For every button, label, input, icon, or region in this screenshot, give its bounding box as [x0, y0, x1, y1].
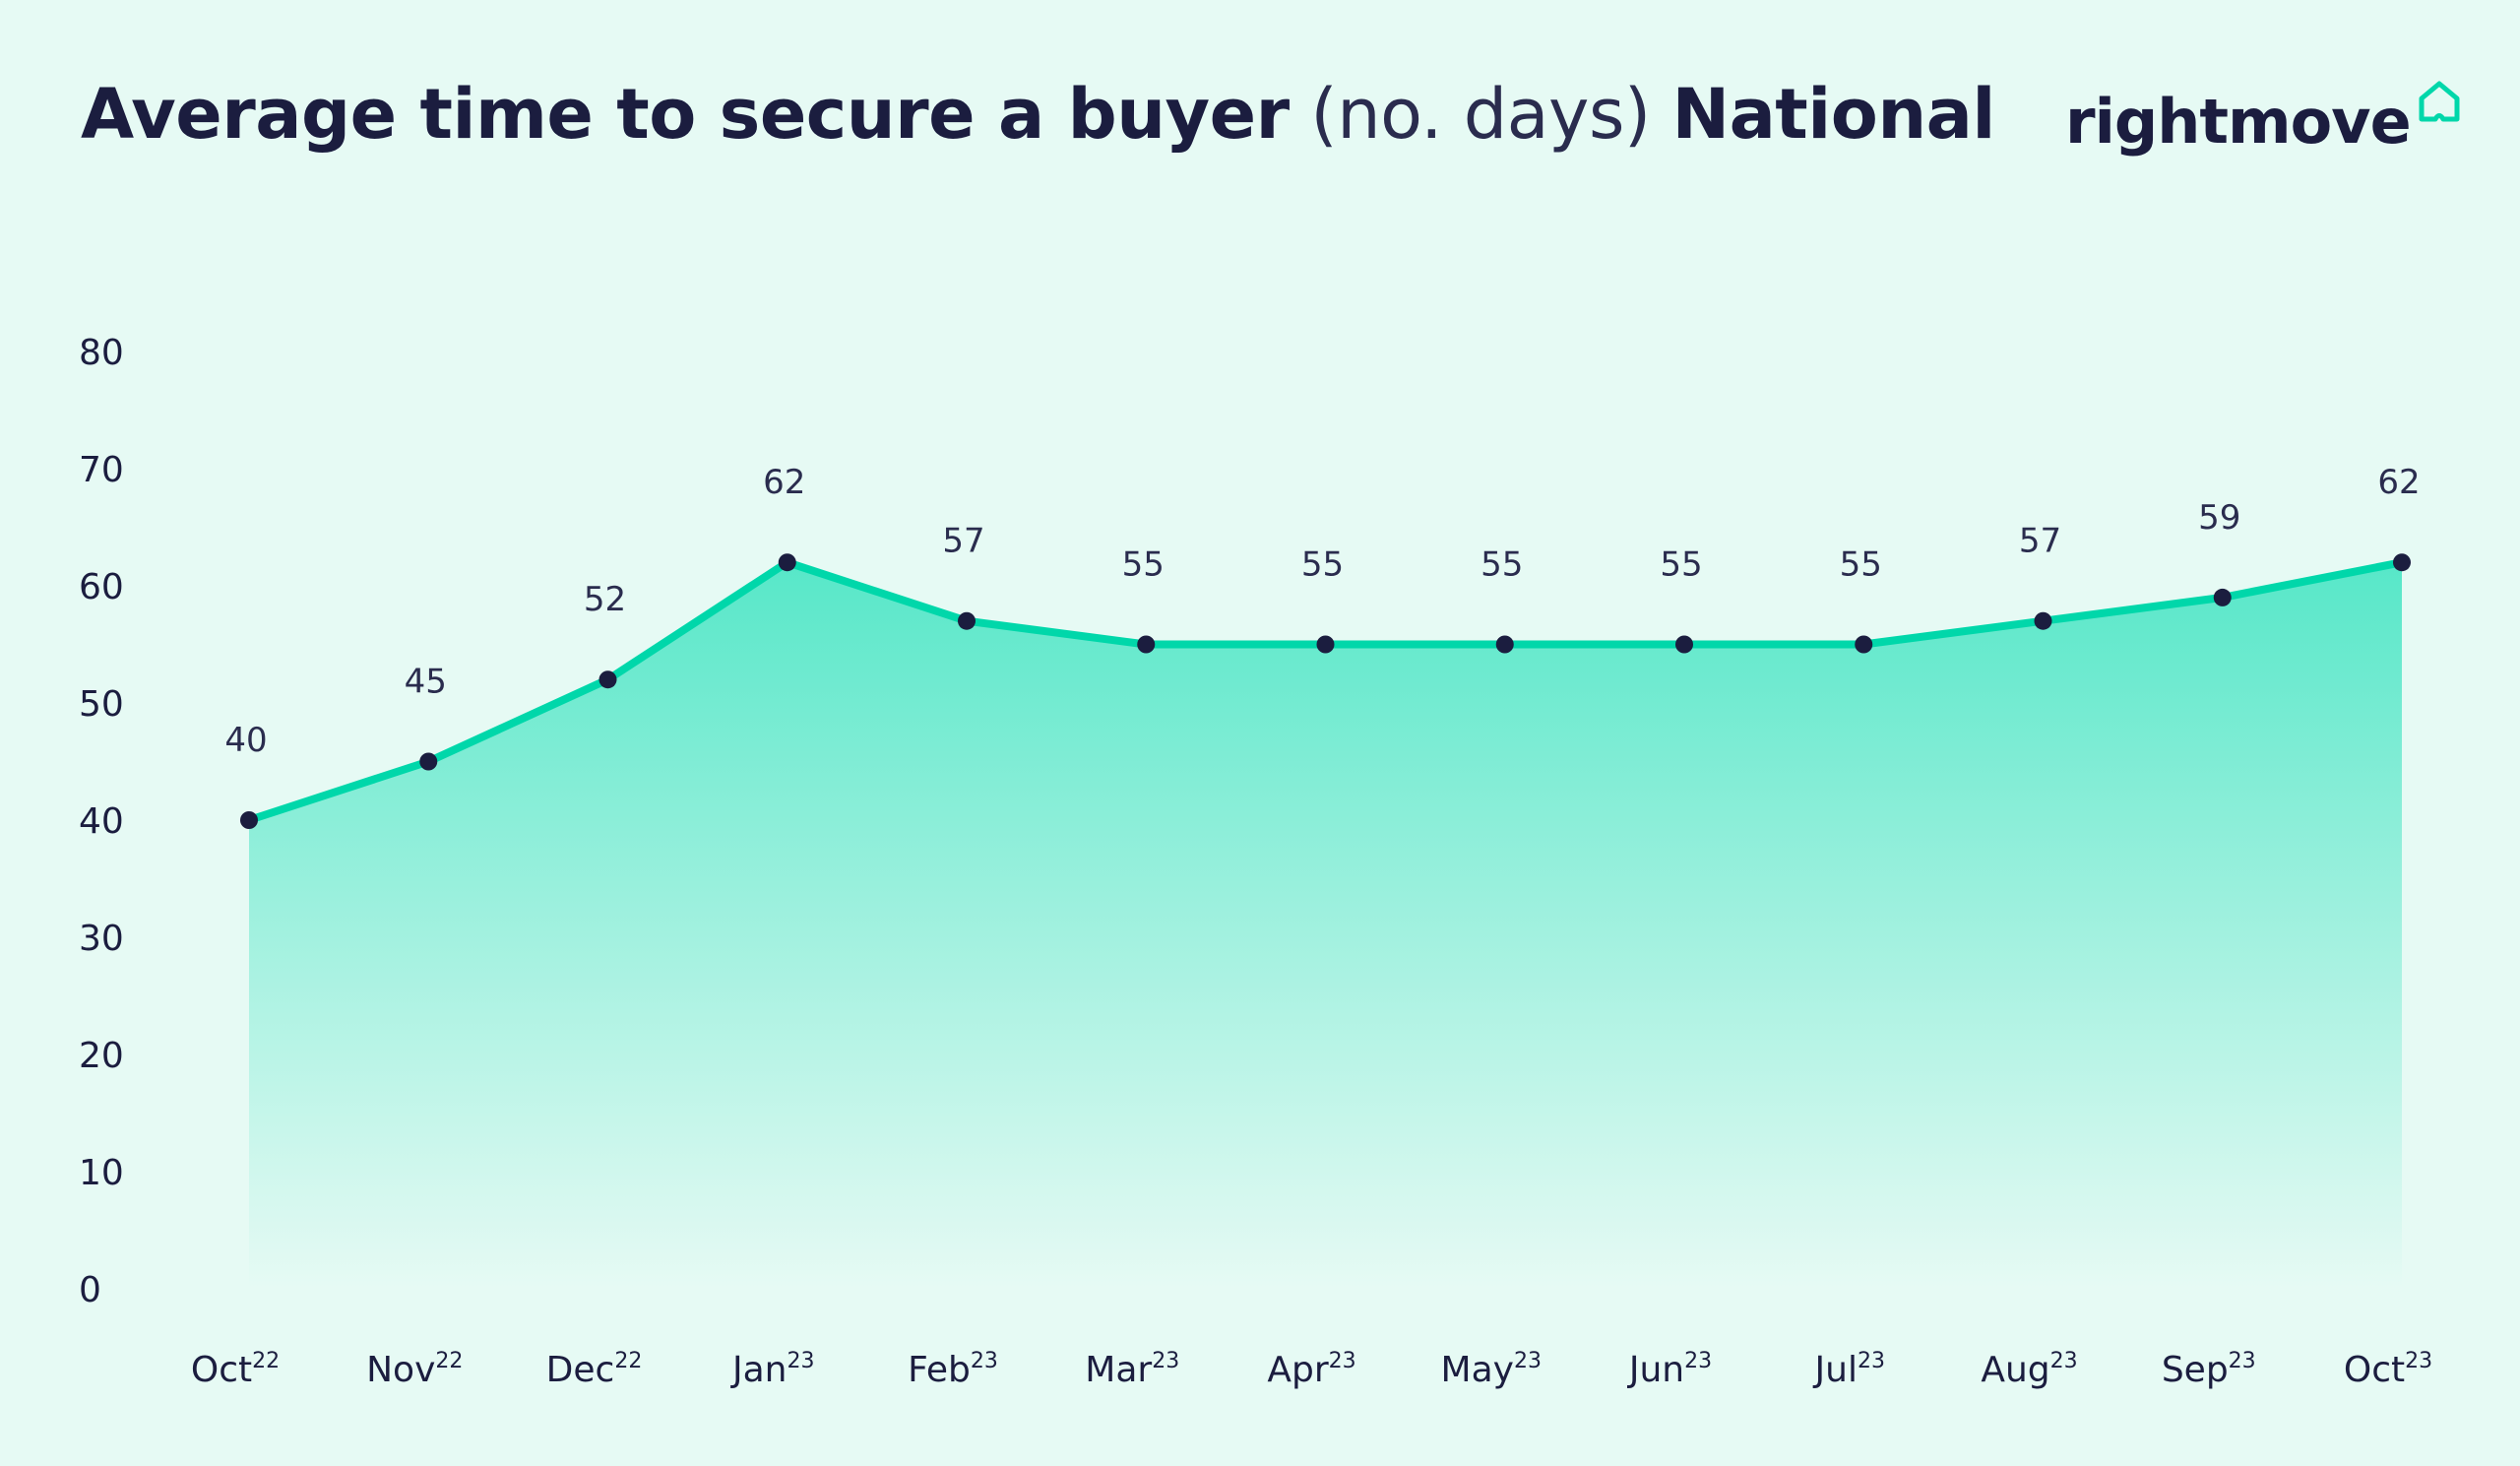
x-tick-year: 23 — [788, 1349, 815, 1373]
y-tick-label: 10 — [79, 1153, 124, 1193]
x-tick-month: Apr — [1267, 1350, 1328, 1390]
data-point — [778, 553, 796, 572]
x-tick-month: Aug — [1981, 1350, 2049, 1390]
x-tick-year: 22 — [435, 1349, 463, 1373]
x-tick-year: 23 — [1329, 1349, 1356, 1373]
x-tick-year: 23 — [1514, 1349, 1542, 1373]
data-label: 40 — [224, 721, 267, 760]
x-tick-label: Dec22 — [546, 1349, 643, 1390]
data-label: 57 — [2019, 522, 2061, 561]
x-tick-label: Feb23 — [908, 1349, 998, 1390]
x-tick-label: Jul23 — [1813, 1349, 1885, 1390]
x-tick-month: Jan — [730, 1350, 788, 1390]
x-tick-year: 23 — [2229, 1349, 2256, 1373]
x-tick-month: Jul — [1813, 1350, 1858, 1390]
data-point — [1675, 635, 1693, 654]
data-point — [419, 752, 438, 771]
data-label: 52 — [584, 580, 626, 619]
x-tick-label: Jan23 — [730, 1349, 815, 1390]
data-label: 59 — [2198, 498, 2240, 538]
x-tick-label: Apr23 — [1267, 1349, 1355, 1390]
x-tick-label: Oct22 — [191, 1349, 280, 1390]
data-label: 55 — [1840, 545, 1882, 585]
x-tick-year: 22 — [252, 1349, 280, 1373]
data-label: 55 — [1301, 545, 1344, 585]
x-tick-label: Sep23 — [2162, 1349, 2256, 1390]
x-tick-year: 23 — [2405, 1349, 2432, 1373]
rightmove-logo: rightmove — [2065, 79, 2462, 167]
logo-wordmark: rightmove — [2065, 86, 2412, 158]
y-tick-label: 0 — [79, 1270, 101, 1310]
x-tick-label: Jun23 — [1627, 1349, 1712, 1390]
x-tick-label: Mar23 — [1085, 1349, 1179, 1390]
x-tick-month: Sep — [2162, 1350, 2229, 1390]
x-tick-label: May23 — [1441, 1349, 1542, 1390]
data-label: 55 — [1660, 545, 1702, 585]
data-point — [1316, 635, 1335, 654]
data-point — [1495, 635, 1514, 654]
x-tick-month: Feb — [908, 1350, 971, 1390]
x-tick-month: Oct — [191, 1350, 252, 1390]
data-label: 55 — [1122, 545, 1165, 585]
y-tick-label: 80 — [79, 333, 124, 373]
x-tick-label: Aug23 — [1981, 1349, 2077, 1390]
data-point — [240, 811, 258, 829]
y-axis: 0 10 20 30 40 50 60 70 80 — [79, 333, 124, 1310]
data-label: 45 — [405, 663, 447, 702]
y-tick-label: 50 — [79, 684, 124, 725]
y-tick-label: 60 — [79, 567, 124, 607]
x-tick-label: Nov22 — [366, 1349, 463, 1390]
x-tick-year: 23 — [1684, 1349, 1712, 1373]
x-tick-label: Oct23 — [2344, 1349, 2432, 1390]
chart-title: Average time to secure a buyer (no. days… — [81, 65, 1995, 163]
data-point — [2034, 611, 2052, 630]
x-tick-month: Dec — [546, 1350, 615, 1390]
x-tick-year: 23 — [1152, 1349, 1179, 1373]
data-point — [958, 611, 976, 630]
data-label: 55 — [1480, 545, 1523, 585]
data-point — [598, 670, 617, 689]
x-tick-month: Mar — [1085, 1350, 1152, 1390]
x-tick-year: 23 — [1858, 1349, 1885, 1373]
x-tick-year: 22 — [614, 1349, 642, 1373]
x-tick-month: Nov — [366, 1350, 435, 1390]
data-label: 57 — [942, 522, 984, 561]
series-area — [249, 562, 2402, 1289]
y-tick-label: 20 — [79, 1036, 124, 1076]
x-axis: Oct22 Nov22 Dec22 Jan23 Feb23 Mar23 Apr23 May23… — [191, 1349, 2432, 1390]
y-tick-label: 40 — [79, 801, 124, 842]
title-unit: (no. days) — [1289, 74, 1672, 155]
title-main: Average time to secure a buyer — [81, 74, 1290, 155]
x-tick-year: 23 — [2050, 1349, 2078, 1373]
data-point — [1137, 635, 1156, 654]
plot-area: 40 45 52 62 57 55 55 55 55 55 57 59 62 — [224, 463, 2421, 1289]
house-outline-icon — [2419, 81, 2460, 122]
data-label: 62 — [2377, 463, 2420, 502]
data-point — [2213, 588, 2232, 606]
data-point — [1855, 635, 1873, 654]
title-region: National — [1671, 74, 1995, 155]
y-tick-label: 70 — [79, 450, 124, 490]
y-tick-label: 30 — [79, 919, 124, 959]
x-tick-month: May — [1441, 1350, 1514, 1390]
data-point — [2393, 553, 2411, 572]
x-tick-month: Oct — [2344, 1350, 2405, 1390]
x-tick-month: Jun — [1627, 1350, 1684, 1390]
data-label: 62 — [763, 463, 805, 502]
x-tick-year: 23 — [971, 1349, 998, 1373]
